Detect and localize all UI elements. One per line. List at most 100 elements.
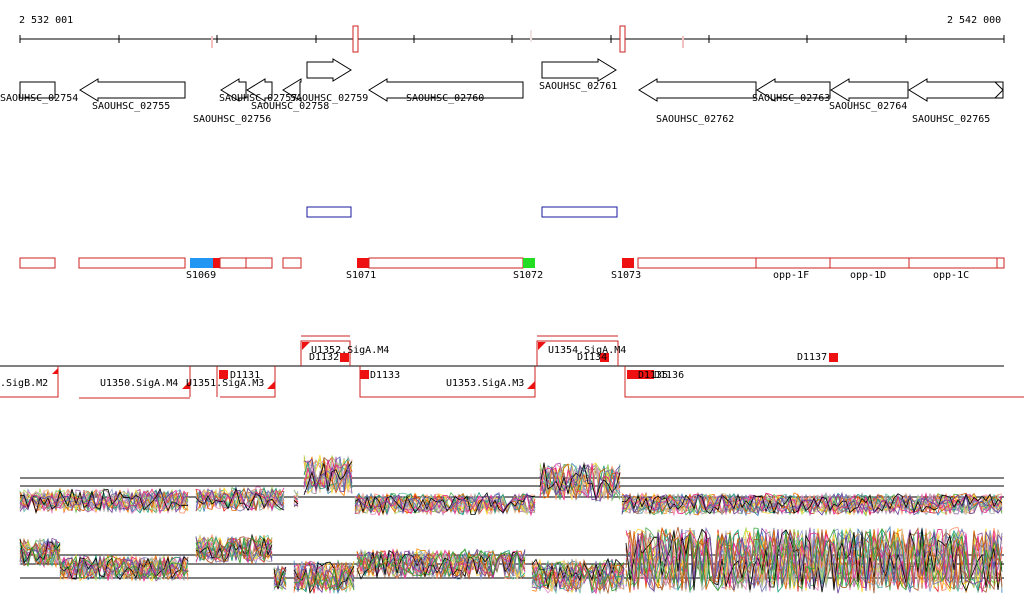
expression-profile-line <box>19 542 61 568</box>
gene-arrow-g1[interactable] <box>19 81 56 99</box>
promoter-flag[interactable] <box>302 342 310 350</box>
promoter-flag[interactable] <box>267 381 275 389</box>
gene-arrow-g6[interactable] <box>306 58 352 82</box>
gene-arrow-g11[interactable] <box>830 78 909 102</box>
ruler-end-label: 2 542 000 <box>947 15 1001 26</box>
gene-label: SAOUHSC_02760 <box>406 93 484 104</box>
gene-arrow-g4[interactable] <box>246 78 273 102</box>
coordinate-ruler: 2 532 001 2 542 000 <box>19 15 1005 53</box>
terminator-mark[interactable] <box>600 353 609 362</box>
promoter-label-D1137: D1137 <box>797 352 827 363</box>
gene-label: SAOUHSC_02759 <box>290 93 368 104</box>
segment-box[interactable] <box>755 257 831 269</box>
gene-label: SAOUHSC_02757 <box>219 93 297 104</box>
expression-profile-line <box>531 557 625 589</box>
segment-box-red[interactable] <box>213 258 220 268</box>
promoter-track <box>0 335 1024 399</box>
gene-arrow-g12[interactable] <box>908 78 1004 102</box>
expression-profile-line <box>303 459 353 494</box>
gene-label: SAOUHSC_02755 <box>92 101 170 112</box>
segment-box-red[interactable] <box>622 258 634 268</box>
segment-box[interactable] <box>829 257 910 269</box>
gene-arrow-g10[interactable] <box>756 78 831 102</box>
segment-box-green[interactable] <box>523 258 535 268</box>
expression-profile-line <box>621 491 1003 516</box>
blue-segment[interactable] <box>541 206 618 218</box>
segment-box[interactable] <box>368 257 524 269</box>
gene-arrow-g8[interactable] <box>541 58 617 82</box>
ruler-start-label: 2 532 001 <box>19 15 73 26</box>
terminator-mark[interactable] <box>829 353 838 362</box>
srna-label-S1069: S1069 <box>186 270 216 281</box>
terminator-mark[interactable] <box>219 370 228 379</box>
promoter-flag[interactable] <box>538 342 546 350</box>
segment-box[interactable] <box>245 257 273 269</box>
promoter-label-U1351: U1351.SigA.M3 <box>186 378 264 389</box>
transcript-upper[interactable] <box>300 340 351 366</box>
ruler-marker <box>211 36 213 48</box>
expression-profile-line <box>59 555 189 581</box>
segment-box-highlighted[interactable] <box>190 258 213 268</box>
segment-box[interactable] <box>637 257 757 269</box>
segment-box[interactable] <box>219 257 247 269</box>
gene-arrow-g2[interactable] <box>79 78 186 102</box>
segment-box-red[interactable] <box>357 258 369 268</box>
expression-profile-line <box>303 459 353 489</box>
gene-label: SAOUHSC_02762 <box>656 114 734 125</box>
terminator-mark[interactable] <box>645 370 654 379</box>
gene-arrow-g3[interactable] <box>220 78 247 102</box>
gene-arrow-g7[interactable] <box>368 78 524 102</box>
expression-profile-line <box>273 567 287 588</box>
segment-box[interactable] <box>19 257 56 269</box>
ruler-marker[interactable] <box>619 25 626 53</box>
srna-label-S1072: S1072 <box>513 270 543 281</box>
expression-profile-line <box>303 458 353 494</box>
gene-label: SAOUHSC_02763 <box>752 93 830 104</box>
expression-profile-line <box>195 536 273 564</box>
expression-profile-line <box>625 527 1003 594</box>
expression-profile-line <box>293 495 299 503</box>
promoter-label-D1136: D1136 <box>654 370 684 381</box>
terminator-mark[interactable] <box>340 353 349 362</box>
terminator-mark[interactable] <box>636 370 645 379</box>
promoter-label-D1135: D1135 <box>638 370 668 381</box>
expression-profile-line <box>539 465 621 502</box>
promoter-flag[interactable] <box>52 368 58 374</box>
gene-arrow-g9[interactable] <box>638 78 757 102</box>
ruler-ticks <box>19 35 1005 43</box>
expression-profile-line <box>59 555 189 581</box>
terminator-mark[interactable] <box>627 370 636 379</box>
transcript-lower[interactable] <box>0 366 59 398</box>
expression-profile-line <box>354 493 536 515</box>
expression-profile-line <box>273 569 287 587</box>
segment-box[interactable] <box>908 257 998 269</box>
transcript-upper[interactable] <box>536 340 619 366</box>
promoter-flag[interactable] <box>182 381 190 389</box>
expression-profile-line <box>19 538 61 566</box>
gene-arrow-g5[interactable] <box>282 78 302 102</box>
expression-profile-line <box>539 463 621 501</box>
expression-panel-top <box>19 454 1004 517</box>
expression-profile-line <box>195 537 273 564</box>
blue-segment[interactable] <box>306 206 352 218</box>
ruler-marker[interactable] <box>352 25 359 53</box>
transcript-lower[interactable] <box>624 366 1024 398</box>
segment-box[interactable] <box>282 257 302 269</box>
promoter-flag[interactable] <box>527 381 535 389</box>
expression-profile-line <box>531 563 625 589</box>
expression-profile-line <box>539 464 621 501</box>
segment-box[interactable] <box>996 257 1005 269</box>
expression-profile-line <box>293 504 299 507</box>
expression-profile-line <box>195 488 285 509</box>
promoter-label-U1352: U1352.SigA.M4 <box>311 345 389 356</box>
expression-profile-line <box>273 572 287 588</box>
transcript-lower[interactable] <box>220 366 276 398</box>
segment-box[interactable] <box>78 257 186 269</box>
expression-profile-line <box>19 488 189 513</box>
expression-profile-line <box>625 528 1003 592</box>
srna-label-S1071: S1071 <box>346 270 376 281</box>
terminator-mark[interactable] <box>360 370 369 379</box>
expression-profile-line <box>303 456 353 497</box>
expression-profile-line <box>293 561 355 594</box>
promoter-label-D1131: D1131 <box>230 370 260 381</box>
